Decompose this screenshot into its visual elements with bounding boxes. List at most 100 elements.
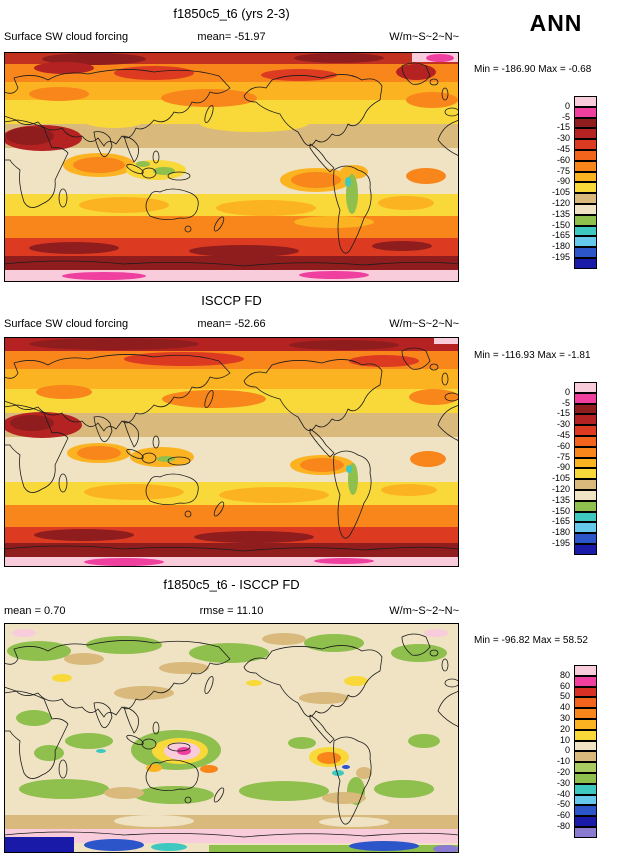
color-legend: 80 60 50 40 30 20 10 0 -10 -20 -30 -40 -50 -60 -80 bbox=[542, 665, 602, 841]
legend-color-box bbox=[574, 794, 597, 806]
legend-color-box bbox=[574, 382, 597, 393]
legend-tick-label: -20 bbox=[556, 767, 570, 777]
units-label: W/m~S~2~N~ bbox=[389, 31, 459, 43]
legend-tick-label: -195 bbox=[551, 538, 570, 548]
legend-tick-label: -165 bbox=[551, 516, 570, 527]
legend-tick-label: -180 bbox=[551, 241, 570, 252]
color-legend: 0 -5 -15 -30 -45 -60 -75 -90 -105 -120 -135 -150 -16… bbox=[542, 96, 602, 272]
legend-tick-label: -60 bbox=[556, 810, 570, 821]
mean-label: mean= -52.66 bbox=[197, 318, 266, 330]
legend-tick-label: -120 bbox=[551, 198, 570, 208]
world-map-model bbox=[4, 52, 459, 282]
variable-label: Surface SW cloud forcing bbox=[4, 31, 129, 43]
legend-tick-label: -135 bbox=[551, 208, 570, 219]
legend-color-box bbox=[574, 522, 597, 534]
legend-tick-label: -10 bbox=[556, 756, 570, 767]
legend-color-box bbox=[574, 729, 597, 741]
rmse-label: rmse = 11.10 bbox=[199, 605, 264, 617]
legend-tick-label: -105 bbox=[551, 473, 570, 484]
map-figure-model bbox=[4, 52, 459, 282]
legend-tick-label: -45 bbox=[556, 144, 570, 154]
legend-color-box bbox=[574, 182, 597, 194]
legend-color-box bbox=[574, 457, 597, 469]
mean-label: mean = 0.70 bbox=[4, 605, 66, 617]
legend-tick-label: 30 bbox=[559, 713, 570, 723]
legend-tick-label: 40 bbox=[559, 702, 570, 713]
legend-color-box bbox=[574, 511, 597, 523]
panel-title: f1850c5_t6 - ISCCP FD bbox=[163, 577, 300, 592]
map-figure-obs bbox=[4, 337, 459, 567]
legend-color-box bbox=[574, 827, 597, 838]
legend-color-box bbox=[574, 106, 597, 118]
mean-label: mean= -51.97 bbox=[197, 31, 266, 43]
legend-color-box bbox=[574, 446, 597, 458]
legend-color-box bbox=[574, 436, 597, 447]
legend-tick-label: -90 bbox=[556, 462, 570, 473]
panel-title: f1850c5_t6 (yrs 2-3) bbox=[173, 6, 290, 21]
legend-tick-label: -45 bbox=[556, 430, 570, 440]
legend-tick-label: -105 bbox=[551, 187, 570, 198]
minmax-label: Min = -116.93 Max = -1.81 bbox=[474, 350, 591, 361]
minmax-label: Min = -186.90 Max = -0.68 bbox=[474, 64, 592, 75]
legend-color-box bbox=[574, 490, 597, 501]
color-legend: 0 -5 -15 -30 -45 -60 -75 -90 -105 -120 -135 -150 -16… bbox=[542, 382, 602, 558]
legend-color-box bbox=[574, 160, 597, 172]
legend-tick-label: 0 bbox=[564, 386, 570, 397]
units-label: W/m~S~2~N~ bbox=[389, 605, 459, 617]
units-label: W/m~S~2~N~ bbox=[389, 318, 459, 330]
panel-diff: f1850c5_t6 - ISCCP FD mean = 0.70 rmse =… bbox=[0, 575, 618, 861]
legend-tick-label: -180 bbox=[551, 527, 570, 538]
legend-tick-label: -135 bbox=[551, 494, 570, 505]
panel-obs: ISCCP FD Surface SW cloud forcing mean= … bbox=[0, 288, 618, 575]
legend-tick-label: 0 bbox=[564, 745, 570, 756]
legend-tick-label: -15 bbox=[556, 122, 570, 133]
legend-color-box bbox=[574, 751, 597, 763]
variable-label: Surface SW cloud forcing bbox=[4, 318, 129, 330]
world-map-obs bbox=[4, 337, 459, 567]
legend-tick-label: -150 bbox=[551, 219, 570, 230]
legend-tick-label: 20 bbox=[559, 723, 570, 734]
legend-color-box bbox=[574, 258, 597, 269]
legend-color-box bbox=[574, 805, 597, 817]
legend-tick-label: -30 bbox=[556, 777, 570, 788]
legend-tick-label: -5 bbox=[561, 397, 570, 408]
season-label: ANN bbox=[529, 10, 583, 36]
legend-color-box bbox=[574, 139, 597, 150]
legend-color-box bbox=[574, 150, 597, 161]
legend-tick-label: -195 bbox=[551, 252, 570, 262]
legend-color-box bbox=[574, 740, 597, 752]
legend-color-box bbox=[574, 225, 597, 237]
legend-color-box bbox=[574, 468, 597, 480]
legend-color-box bbox=[574, 697, 597, 709]
map-figure-diff bbox=[4, 623, 459, 853]
panel-title: ISCCP FD bbox=[201, 293, 262, 308]
legend-tick-label: -5 bbox=[561, 111, 570, 122]
legend-color-box bbox=[574, 783, 597, 795]
legend-color-box bbox=[574, 392, 597, 404]
legend-tick-label: -90 bbox=[556, 176, 570, 187]
legend-tick-label: -50 bbox=[556, 799, 570, 810]
legend-tick-label: -15 bbox=[556, 408, 570, 419]
legend-tick-label: 60 bbox=[559, 680, 570, 691]
legend-tick-label: -60 bbox=[556, 440, 570, 451]
legend-color-box bbox=[574, 425, 597, 436]
legend-color-box bbox=[574, 236, 597, 248]
panel-model: f1850c5_t6 (yrs 2-3) ANN Surface SW clou… bbox=[0, 0, 618, 288]
legend-color-box bbox=[574, 247, 597, 258]
legend-tick-label: -150 bbox=[551, 505, 570, 516]
legend-tick-label: -60 bbox=[556, 154, 570, 165]
legend-color-box bbox=[574, 762, 597, 773]
world-map-diff bbox=[4, 623, 459, 853]
legend-color-box bbox=[574, 500, 597, 512]
legend-color-box bbox=[574, 816, 597, 827]
legend-color-box bbox=[574, 171, 597, 183]
legend-color-box bbox=[574, 533, 597, 544]
legend-color-box bbox=[574, 686, 597, 698]
legend-color-box bbox=[574, 544, 597, 555]
legend-tick-label: 0 bbox=[564, 100, 570, 111]
legend-color-box bbox=[574, 708, 597, 719]
legend-color-box bbox=[574, 773, 597, 784]
legend-tick-label: -165 bbox=[551, 230, 570, 241]
legend-tick-label: -30 bbox=[556, 133, 570, 144]
